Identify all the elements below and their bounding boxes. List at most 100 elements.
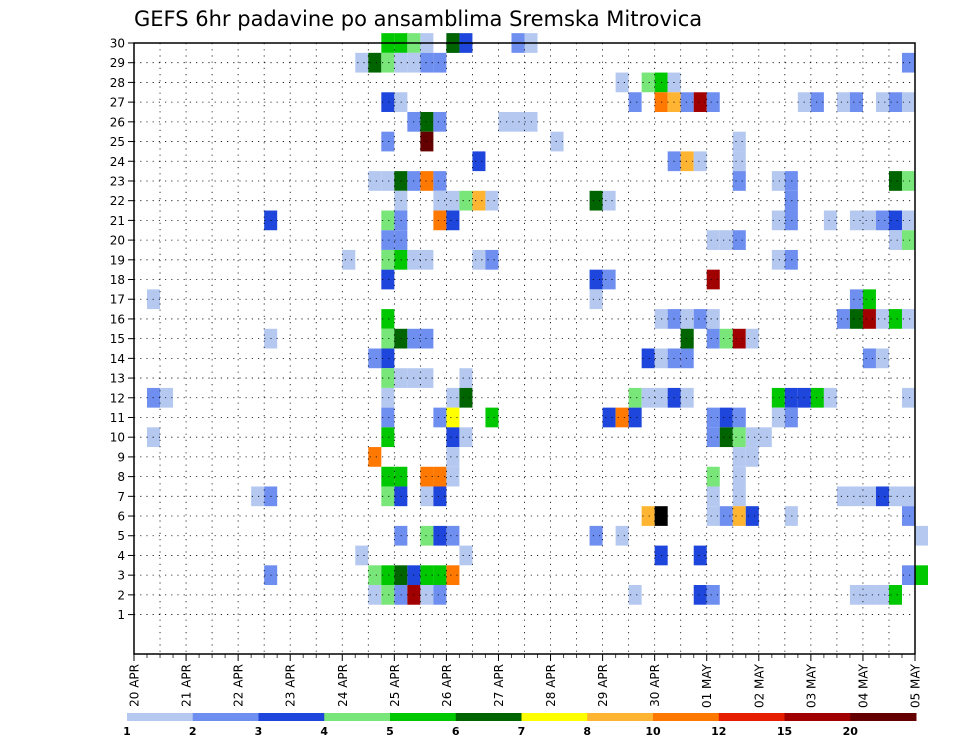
heatmap-cell — [420, 52, 434, 73]
heatmap-cell — [901, 565, 915, 586]
legend-swatch — [258, 713, 325, 721]
heatmap-cell — [498, 111, 512, 132]
legend-swatch — [127, 713, 194, 721]
heatmap-cell — [732, 447, 746, 467]
heatmap-cell — [915, 565, 929, 586]
heatmap-cell — [901, 52, 915, 73]
heatmap-cell — [745, 506, 759, 526]
heatmap-cell — [901, 92, 915, 112]
heatmap-cell — [771, 210, 785, 231]
heatmap-cell — [459, 368, 473, 388]
heatmap-cell — [420, 249, 434, 270]
heatmap-cell — [342, 249, 356, 270]
legend-label: 3 — [255, 725, 263, 738]
heatmap-cell — [381, 368, 395, 388]
heatmap-cells — [147, 33, 929, 605]
heatmap-cell — [641, 387, 655, 408]
heatmap-cell — [446, 210, 460, 231]
legend-swatch — [390, 713, 457, 721]
heatmap-cell — [420, 368, 434, 388]
heatmap-cell — [550, 131, 564, 152]
heatmap-cell — [732, 131, 746, 152]
heatmap-cell — [693, 92, 707, 112]
heatmap-cell — [355, 52, 369, 73]
heatmap-cell — [680, 309, 694, 329]
heatmap-cell — [771, 171, 785, 191]
heatmap-cell — [680, 92, 694, 112]
x-tick-label: 28 APR — [544, 664, 558, 707]
legend-label: 1 — [123, 725, 131, 738]
heatmap-cell — [381, 585, 395, 605]
y-tick-label: 21 — [110, 214, 125, 228]
heatmap-cell — [706, 309, 720, 329]
heatmap-cell — [901, 486, 915, 507]
heatmap-cell — [628, 387, 642, 408]
heatmap-cell — [459, 545, 473, 566]
heatmap-cell — [446, 427, 460, 448]
heatmap-cell — [446, 407, 460, 428]
y-tick-label: 23 — [110, 174, 125, 188]
heatmap-cell — [888, 309, 902, 329]
heatmap-cell — [615, 525, 629, 546]
heatmap-cell — [875, 585, 889, 605]
heatmap-cell — [732, 486, 746, 507]
x-tick-label: 24 APR — [336, 664, 350, 707]
heatmap-cell — [251, 486, 265, 507]
y-tick-label: 3 — [117, 569, 125, 583]
color-legend: 1 2 3 4 5 6 7 8 10 12 15 20 — [123, 713, 917, 738]
heatmap-cell — [849, 585, 863, 605]
heatmap-cell — [381, 407, 395, 428]
legend-label: 8 — [583, 725, 591, 738]
legend-label: 5 — [386, 725, 394, 738]
heatmap-cell — [706, 328, 720, 349]
y-tick-label: 1 — [117, 608, 125, 622]
legend-label: 7 — [518, 725, 526, 738]
heatmap-cell — [862, 289, 876, 310]
legend-label: 20 — [843, 725, 859, 738]
y-tick-label: 8 — [117, 470, 125, 484]
heatmap-cell — [719, 427, 733, 448]
heatmap-cell — [693, 309, 707, 329]
legend-label: 4 — [320, 725, 328, 738]
y-tick-label: 12 — [110, 391, 125, 405]
chart-title: GEFS 6hr padavine po ansamblima Sremska … — [134, 7, 702, 31]
legend-label: 6 — [452, 725, 460, 738]
heatmap-cell — [420, 525, 434, 546]
heatmap-cell — [680, 328, 694, 349]
heatmap-cell — [641, 72, 655, 93]
heatmap-cell — [641, 348, 655, 369]
heatmap-cell — [433, 466, 447, 487]
heatmap-cell — [381, 131, 395, 152]
heatmap-cell — [680, 387, 694, 408]
heatmap-cell — [719, 506, 733, 526]
y-tick-label: 20 — [110, 234, 125, 248]
y-tick-label: 28 — [110, 76, 125, 90]
heatmap-cell — [368, 52, 382, 73]
heatmap-cell — [836, 92, 850, 112]
heatmap-cell — [875, 309, 889, 329]
heatmap-cell — [420, 565, 434, 586]
heatmap-cell — [875, 348, 889, 369]
x-tick-label: 27 APR — [492, 664, 506, 707]
heatmap-cell — [446, 466, 460, 487]
heatmap-cell — [381, 249, 395, 270]
x-tick-label: 29 APR — [596, 664, 610, 707]
plot-frame — [133, 42, 916, 655]
x-axis-ticks: 20 APR 21 APR 22 APR 23 APR 24 APR 25 APR 26 A… — [128, 654, 923, 708]
y-tick-label: 27 — [110, 96, 125, 110]
heatmap-cell — [888, 230, 902, 250]
y-tick-label: 9 — [117, 450, 125, 464]
heatmap-cell — [823, 387, 837, 408]
heatmap-cell — [420, 328, 434, 349]
heatmap-cell — [862, 210, 876, 231]
heatmap-cell — [758, 427, 772, 448]
heatmap-cell — [459, 190, 473, 211]
heatmap-cell — [706, 585, 720, 605]
heatmap-cell — [732, 407, 746, 428]
heatmap-cell — [888, 486, 902, 507]
heatmap-cell — [420, 131, 434, 152]
heatmap-cell — [732, 328, 746, 349]
heatmap-cell — [888, 210, 902, 231]
heatmap-cell — [602, 190, 616, 211]
heatmap-cell — [433, 486, 447, 507]
